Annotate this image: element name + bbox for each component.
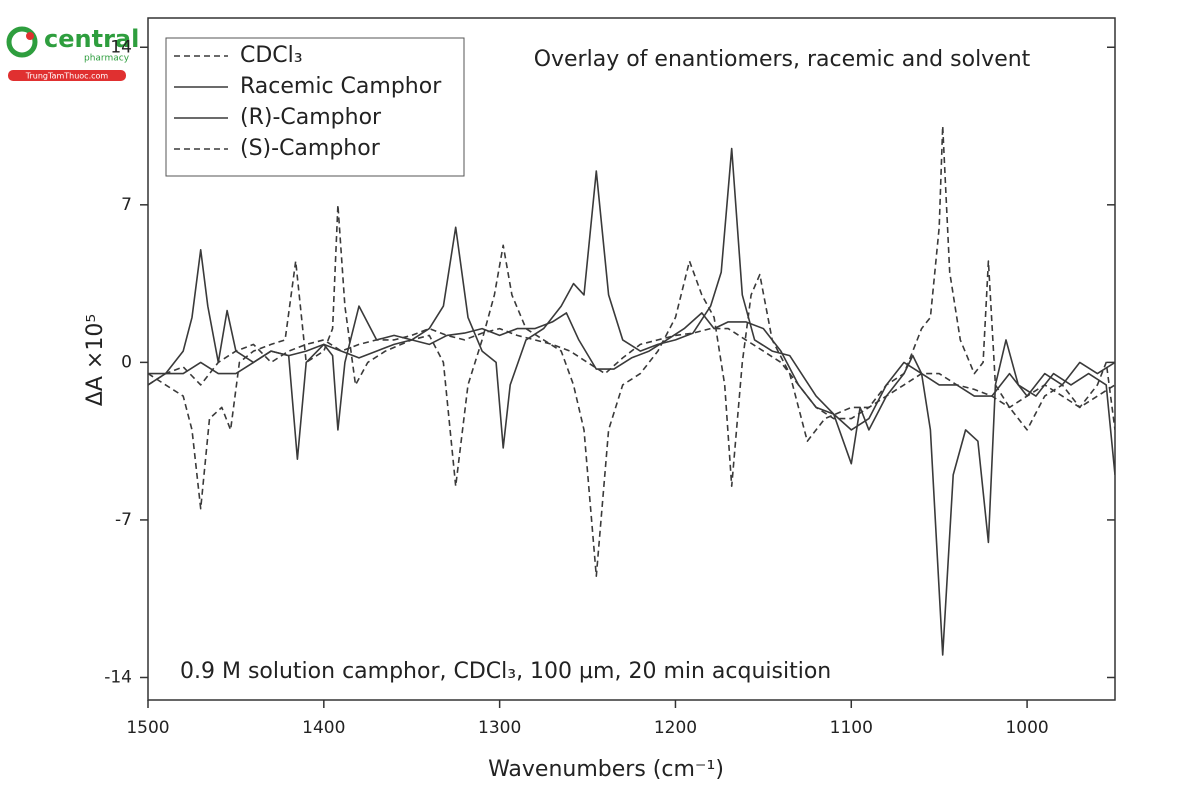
x-tick-label: 1300 xyxy=(478,718,521,738)
x-tick-label: 1500 xyxy=(126,718,169,738)
legend-label: (R)-Camphor xyxy=(240,105,382,130)
y-tick-label: -7 xyxy=(115,510,132,530)
y-tick-label: 7 xyxy=(121,195,132,215)
annotation: 0.9 M solution camphor, CDCl₃, 100 µm, 2… xyxy=(180,659,831,684)
logo-sub: pharmacy xyxy=(84,54,130,64)
y-tick-label: -14 xyxy=(104,667,132,687)
series-line xyxy=(148,312,1115,465)
x-axis-label: Wavenumbers (cm⁻¹) xyxy=(488,757,724,782)
legend-box xyxy=(165,37,465,177)
x-tick-label: 1400 xyxy=(302,718,345,738)
x-tick-label: 1200 xyxy=(654,718,697,738)
plot-frame xyxy=(147,17,1116,701)
watermark: central pharmacy TrungTamThuoc.com xyxy=(6,25,139,81)
series-line xyxy=(148,327,1115,420)
series-line xyxy=(148,147,1115,656)
series-line xyxy=(148,125,1115,577)
logo-icon xyxy=(6,26,38,58)
series-group xyxy=(148,125,1115,656)
logo-brand: central xyxy=(44,25,139,53)
legend-label: Racemic Camphor xyxy=(240,74,442,99)
x-tick-label: 1100 xyxy=(830,718,873,738)
legend-label: CDCl₃ xyxy=(240,43,303,68)
y-tick-label: 0 xyxy=(121,352,132,372)
x-tick-label: 1000 xyxy=(1005,718,1048,738)
logo-pill xyxy=(8,70,126,81)
legend-label: (S)-Camphor xyxy=(240,136,381,161)
logo-site: TrungTamThuoc.com xyxy=(25,72,109,81)
logo-dot xyxy=(26,32,34,40)
y-tick-label: 14 xyxy=(110,37,132,57)
y-axis-label: ΔA ×10⁵ xyxy=(83,314,108,406)
chart-title: Overlay of enantiomers, racemic and solv… xyxy=(534,47,1031,72)
